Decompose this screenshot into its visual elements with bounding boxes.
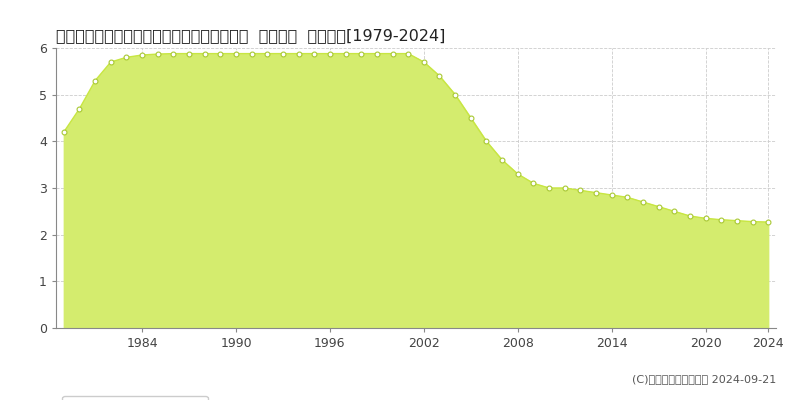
Text: (C)土地価格ドットコム 2024-09-21: (C)土地価格ドットコム 2024-09-21 — [632, 374, 776, 384]
Legend: 公示地価 平均坪単価(万円/坪): 公示地価 平均坪単価(万円/坪) — [62, 396, 208, 400]
Text: 秋田県能代市向能代字トトメキ１０７番３８  公示地価  地価推移[1979-2024]: 秋田県能代市向能代字トトメキ１０７番３８ 公示地価 地価推移[1979-2024… — [56, 28, 446, 43]
